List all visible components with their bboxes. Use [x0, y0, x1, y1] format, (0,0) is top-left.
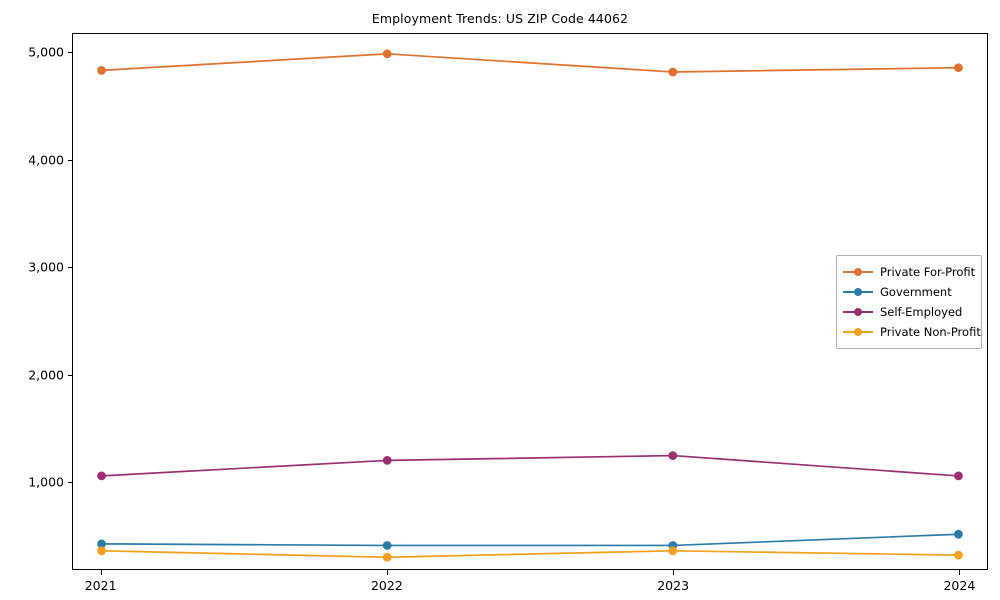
plot-area: [72, 33, 988, 570]
legend-item[interactable]: Self-Employed: [843, 302, 974, 322]
chart-title: Employment Trends: US ZIP Code 44062: [371, 11, 629, 26]
legend-marker-icon: [843, 303, 873, 321]
y-axis-tick-mark: [68, 52, 73, 54]
x-axis-tick-label: 2023: [657, 578, 690, 593]
chart-legend: Private For-Profit Government Self-Employe…: [836, 255, 982, 349]
data-point-marker: [954, 63, 963, 73]
legend-item-label: Private Non-Profit: [880, 325, 981, 339]
y-axis-tick-labels: 1,000 2,000 3,000 4,000 5,000: [0, 0, 64, 600]
legend-item[interactable]: Private Non-Profit: [843, 322, 981, 342]
y-axis-tick-label: 3,000: [28, 259, 64, 275]
data-point-marker: [97, 546, 106, 556]
x-axis-tick-label: 2022: [370, 578, 403, 593]
y-axis-tick-label: 2,000: [28, 367, 64, 383]
x-axis-tick-mark: [959, 570, 961, 575]
x-axis-tick-label: 2021: [84, 578, 117, 593]
data-point-marker: [382, 456, 392, 465]
data-point-marker: [954, 529, 963, 539]
data-point-marker: [668, 451, 678, 460]
chart-series: [97, 451, 963, 481]
legend-marker-icon: [843, 323, 873, 341]
series-line: [100, 52, 960, 73]
chart-series: [97, 49, 963, 77]
x-axis-tick-mark: [673, 570, 675, 575]
data-point-marker: [382, 541, 392, 550]
legend-marker-icon: [843, 263, 873, 281]
data-point-marker: [382, 49, 392, 59]
data-point-marker: [954, 471, 963, 481]
plot-lines: [97, 49, 963, 562]
y-axis-tick-mark: [68, 267, 73, 269]
data-point-marker: [668, 67, 678, 77]
chart-series: [97, 546, 963, 562]
data-point-marker: [668, 546, 678, 556]
data-point-marker: [97, 66, 106, 75]
y-axis-tick-mark: [68, 159, 73, 161]
legend-item[interactable]: Private For-Profit: [843, 262, 976, 282]
y-axis-tick-label: 1,000: [28, 474, 64, 490]
data-point-marker: [97, 471, 106, 481]
series-line: [100, 454, 960, 477]
y-axis-tick-mark: [68, 481, 73, 484]
legend-item-label: Private For-Profit: [880, 265, 976, 279]
data-point-marker: [382, 552, 392, 562]
y-axis-tick-mark: [68, 374, 73, 376]
y-axis-tick-label: 4,000: [28, 152, 64, 168]
x-axis-tick-mark: [100, 570, 102, 575]
y-axis-tick-label: 5,000: [28, 44, 64, 60]
data-point-marker: [97, 539, 106, 549]
series-line: [100, 533, 960, 547]
legend-marker-icon: [843, 283, 873, 301]
series-line: [100, 549, 960, 559]
legend-item-label: Self-Employed: [880, 305, 963, 319]
legend-item-label: Government: [880, 285, 952, 299]
x-axis-tick-label: 2024: [943, 578, 976, 593]
chart-series: [97, 529, 963, 550]
legend-item[interactable]: Government: [843, 282, 974, 302]
data-point-marker: [954, 550, 963, 560]
x-axis-tick-mark: [386, 570, 388, 575]
